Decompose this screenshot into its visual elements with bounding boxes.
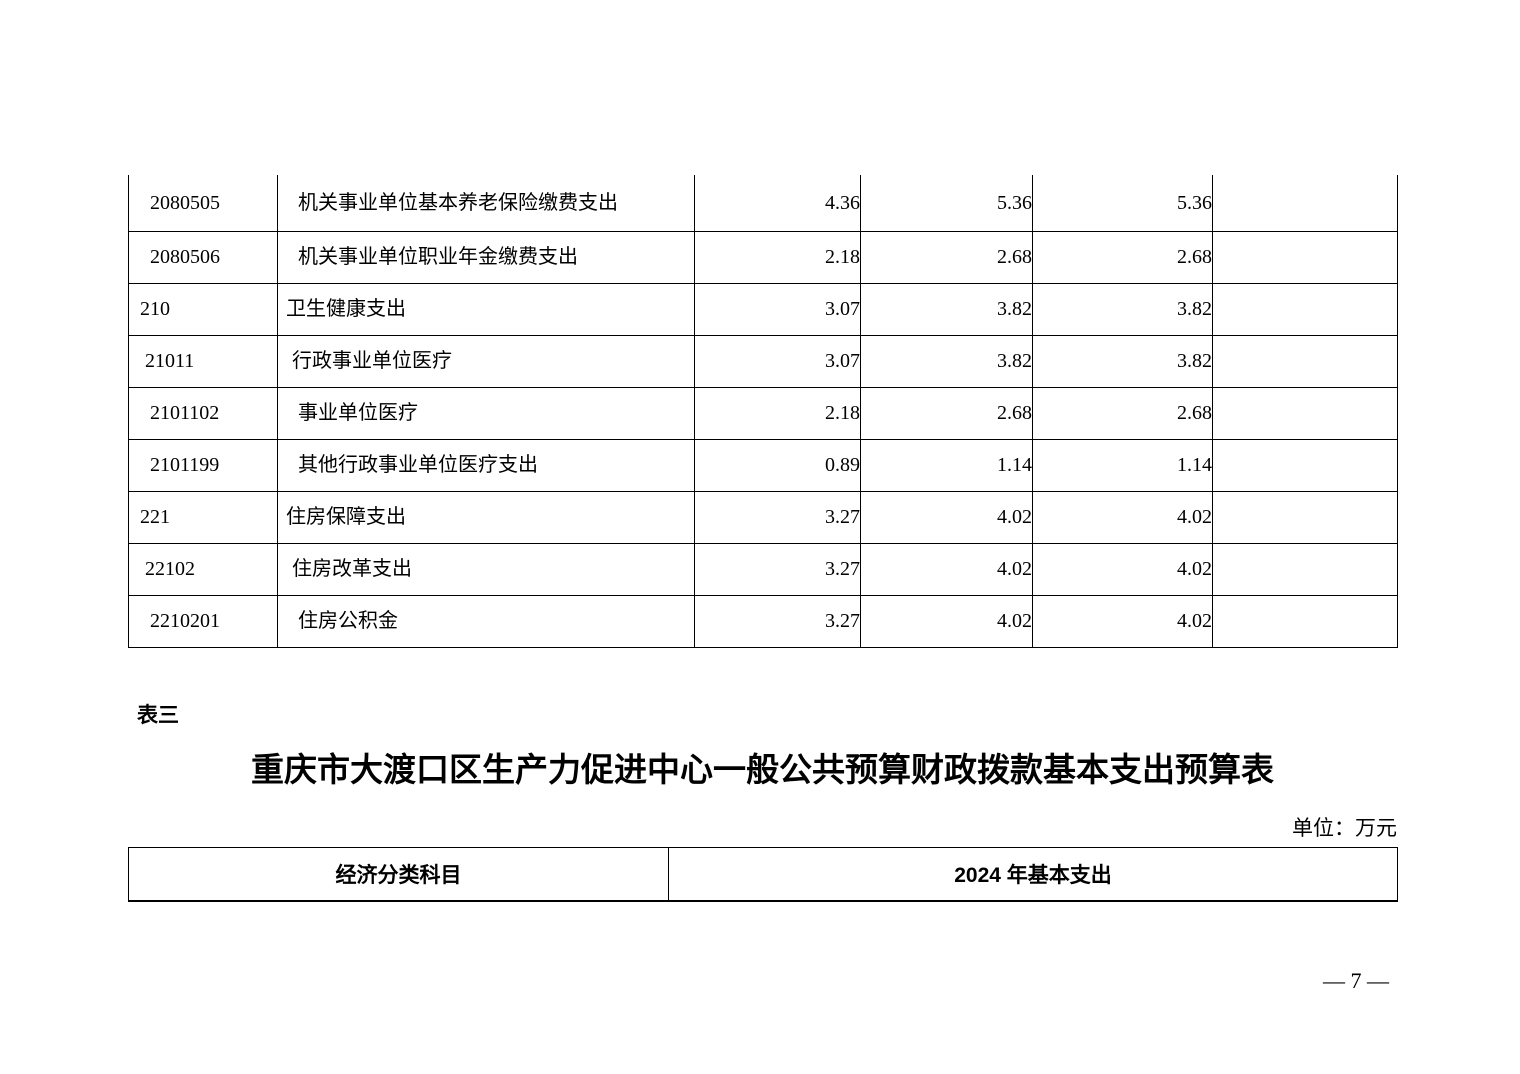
empty-cell: [1212, 594, 1398, 648]
code-cell: 2080505: [128, 175, 278, 232]
table-row: 2080505 机关事业单位基本养老保险缴费支出 4.36 5.36 5.36: [128, 175, 1398, 232]
page-title: 重庆市大渡口区生产力促进中心一般公共预算财政拨款基本支出预算表: [251, 753, 1274, 789]
value-cell: 4.36: [694, 175, 861, 232]
table3-label: 表三: [137, 704, 179, 727]
table-row: 2080506 机关事业单位职业年金缴费支出 2.18 2.68 2.68: [128, 230, 1398, 284]
value-cell: 5.36: [1032, 175, 1213, 232]
value-cell: 4.02: [860, 542, 1033, 596]
value-cell: 1.14: [860, 438, 1033, 492]
code-cell: 22102: [128, 542, 278, 596]
value-cell: 3.27: [694, 594, 861, 648]
value-cell: 2.68: [860, 386, 1033, 440]
name-cell: 行政事业单位医疗: [277, 334, 695, 388]
table-row: 22102 住房改革支出 3.27 4.02 4.02: [128, 542, 1398, 596]
value-cell: 4.02: [1032, 490, 1213, 544]
value-cell: 2.68: [860, 230, 1033, 284]
code-cell: 21011: [128, 334, 278, 388]
name-cell: 事业单位医疗: [277, 386, 695, 440]
code-cell: 210: [128, 282, 278, 336]
value-cell: 3.07: [694, 282, 861, 336]
value-cell: 1.14: [1032, 438, 1213, 492]
empty-cell: [1212, 230, 1398, 284]
value-cell: 3.07: [694, 334, 861, 388]
code-cell: 221: [128, 490, 278, 544]
value-cell: 4.02: [860, 490, 1033, 544]
empty-cell: [1212, 175, 1398, 232]
unit-label: 单位：万元: [1292, 816, 1397, 840]
empty-cell: [1212, 334, 1398, 388]
table-row: 221 住房保障支出 3.27 4.02 4.02: [128, 490, 1398, 544]
table-row: 2210201 住房公积金 3.27 4.02 4.02: [128, 594, 1398, 648]
value-cell: 3.82: [1032, 282, 1213, 336]
value-cell: 4.02: [860, 594, 1033, 648]
value-cell: 2.68: [1032, 230, 1213, 284]
value-cell: 4.02: [1032, 594, 1213, 648]
table-row: 21011 行政事业单位医疗 3.07 3.82 3.82: [128, 334, 1398, 388]
budget-continuation-table: 2080505 机关事业单位基本养老保险缴费支出 4.36 5.36 5.36 …: [128, 175, 1398, 648]
value-cell: 2.18: [694, 230, 861, 284]
basic-expenditure-2024-header: 2024 年基本支出: [668, 847, 1398, 902]
code-cell: 2210201: [128, 594, 278, 648]
table-row: 2101199 其他行政事业单位医疗支出 0.89 1.14 1.14: [128, 438, 1398, 492]
name-cell: 住房改革支出: [277, 542, 695, 596]
name-cell: 住房保障支出: [277, 490, 695, 544]
table-row: 2101102 事业单位医疗 2.18 2.68 2.68: [128, 386, 1398, 440]
code-cell: 2101102: [128, 386, 278, 440]
name-cell: 其他行政事业单位医疗支出: [277, 438, 695, 492]
value-cell: 3.82: [860, 334, 1033, 388]
value-cell: 3.27: [694, 490, 861, 544]
table-row: 210 卫生健康支出 3.07 3.82 3.82: [128, 282, 1398, 336]
table3-header-table: 经济分类科目 2024 年基本支出: [128, 847, 1398, 902]
table-header-row: 经济分类科目 2024 年基本支出: [128, 847, 1398, 902]
code-cell: 2101199: [128, 438, 278, 492]
value-cell: 0.89: [694, 438, 861, 492]
value-cell: 2.68: [1032, 386, 1213, 440]
name-cell: 住房公积金: [277, 594, 695, 648]
value-cell: 3.82: [860, 282, 1033, 336]
name-cell: 机关事业单位职业年金缴费支出: [277, 230, 695, 284]
value-cell: 3.27: [694, 542, 861, 596]
value-cell: 3.82: [1032, 334, 1213, 388]
page-number: — 7 —: [1323, 968, 1389, 993]
code-cell: 2080506: [128, 230, 278, 284]
budget-table-body: 2080505 机关事业单位基本养老保险缴费支出 4.36 5.36 5.36 …: [128, 175, 1398, 648]
empty-cell: [1212, 386, 1398, 440]
empty-cell: [1212, 282, 1398, 336]
empty-cell: [1212, 490, 1398, 544]
empty-cell: [1212, 542, 1398, 596]
value-cell: 4.02: [1032, 542, 1213, 596]
value-cell: 2.18: [694, 386, 861, 440]
economic-category-header: 经济分类科目: [128, 847, 669, 902]
empty-cell: [1212, 438, 1398, 492]
value-cell: 5.36: [860, 175, 1033, 232]
name-cell: 卫生健康支出: [277, 282, 695, 336]
name-cell: 机关事业单位基本养老保险缴费支出: [277, 175, 695, 232]
